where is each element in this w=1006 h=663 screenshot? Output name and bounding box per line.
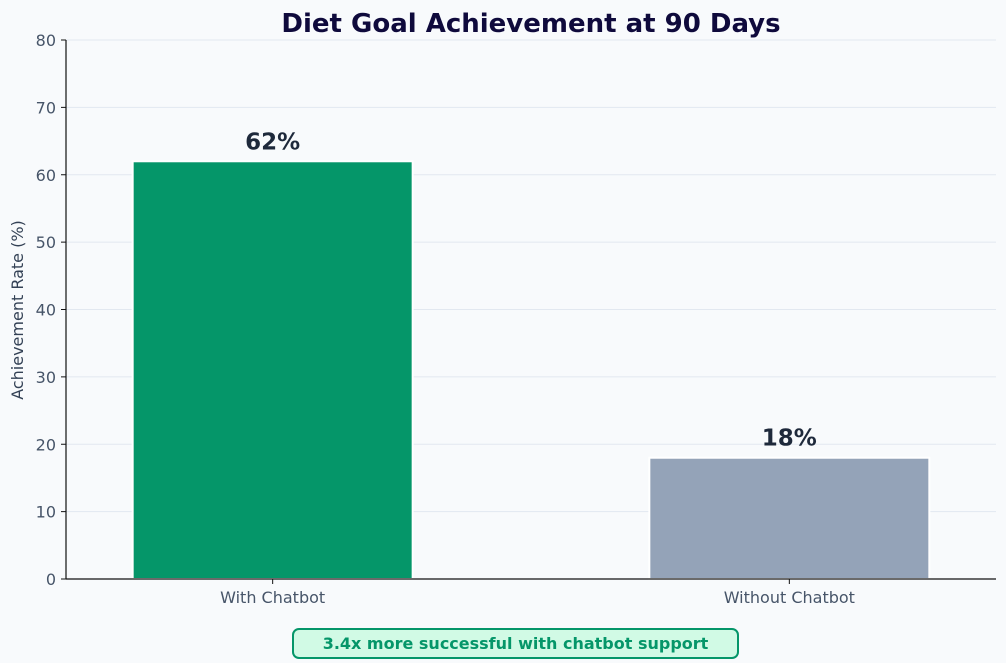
data-labels: 62% 18% <box>245 129 817 451</box>
y-tick-label: 60 <box>36 166 56 185</box>
y-axis-ticks: 0 10 20 30 40 50 60 70 80 <box>36 31 66 589</box>
annotation-text: 3.4x more successful with chatbot suppor… <box>322 634 709 653</box>
y-axis-label: Achievement Rate (%) <box>8 220 27 400</box>
bar-without-chatbot <box>648 456 931 581</box>
data-label: 18% <box>762 426 817 452</box>
y-tick-label: 20 <box>36 435 56 454</box>
annotation-callout: 3.4x more successful with chatbot suppor… <box>292 628 739 659</box>
y-tick-label: 70 <box>36 98 56 117</box>
x-tick-label: With Chatbot <box>220 588 325 607</box>
y-tick-label: 50 <box>36 233 56 252</box>
x-tick-label: Without Chatbot <box>724 588 855 607</box>
y-tick-label: 40 <box>36 301 56 320</box>
chart-title: Diet Goal Achievement at 90 Days <box>281 9 780 39</box>
bar-with-chatbot <box>131 160 414 580</box>
y-tick-label: 80 <box>36 31 56 50</box>
data-label: 62% <box>245 129 300 155</box>
y-tick-label: 10 <box>36 503 56 522</box>
x-axis-ticks: With Chatbot Without Chatbot <box>220 579 855 607</box>
y-tick-label: 0 <box>46 570 56 589</box>
y-tick-label: 30 <box>36 368 56 387</box>
bars <box>131 160 931 581</box>
